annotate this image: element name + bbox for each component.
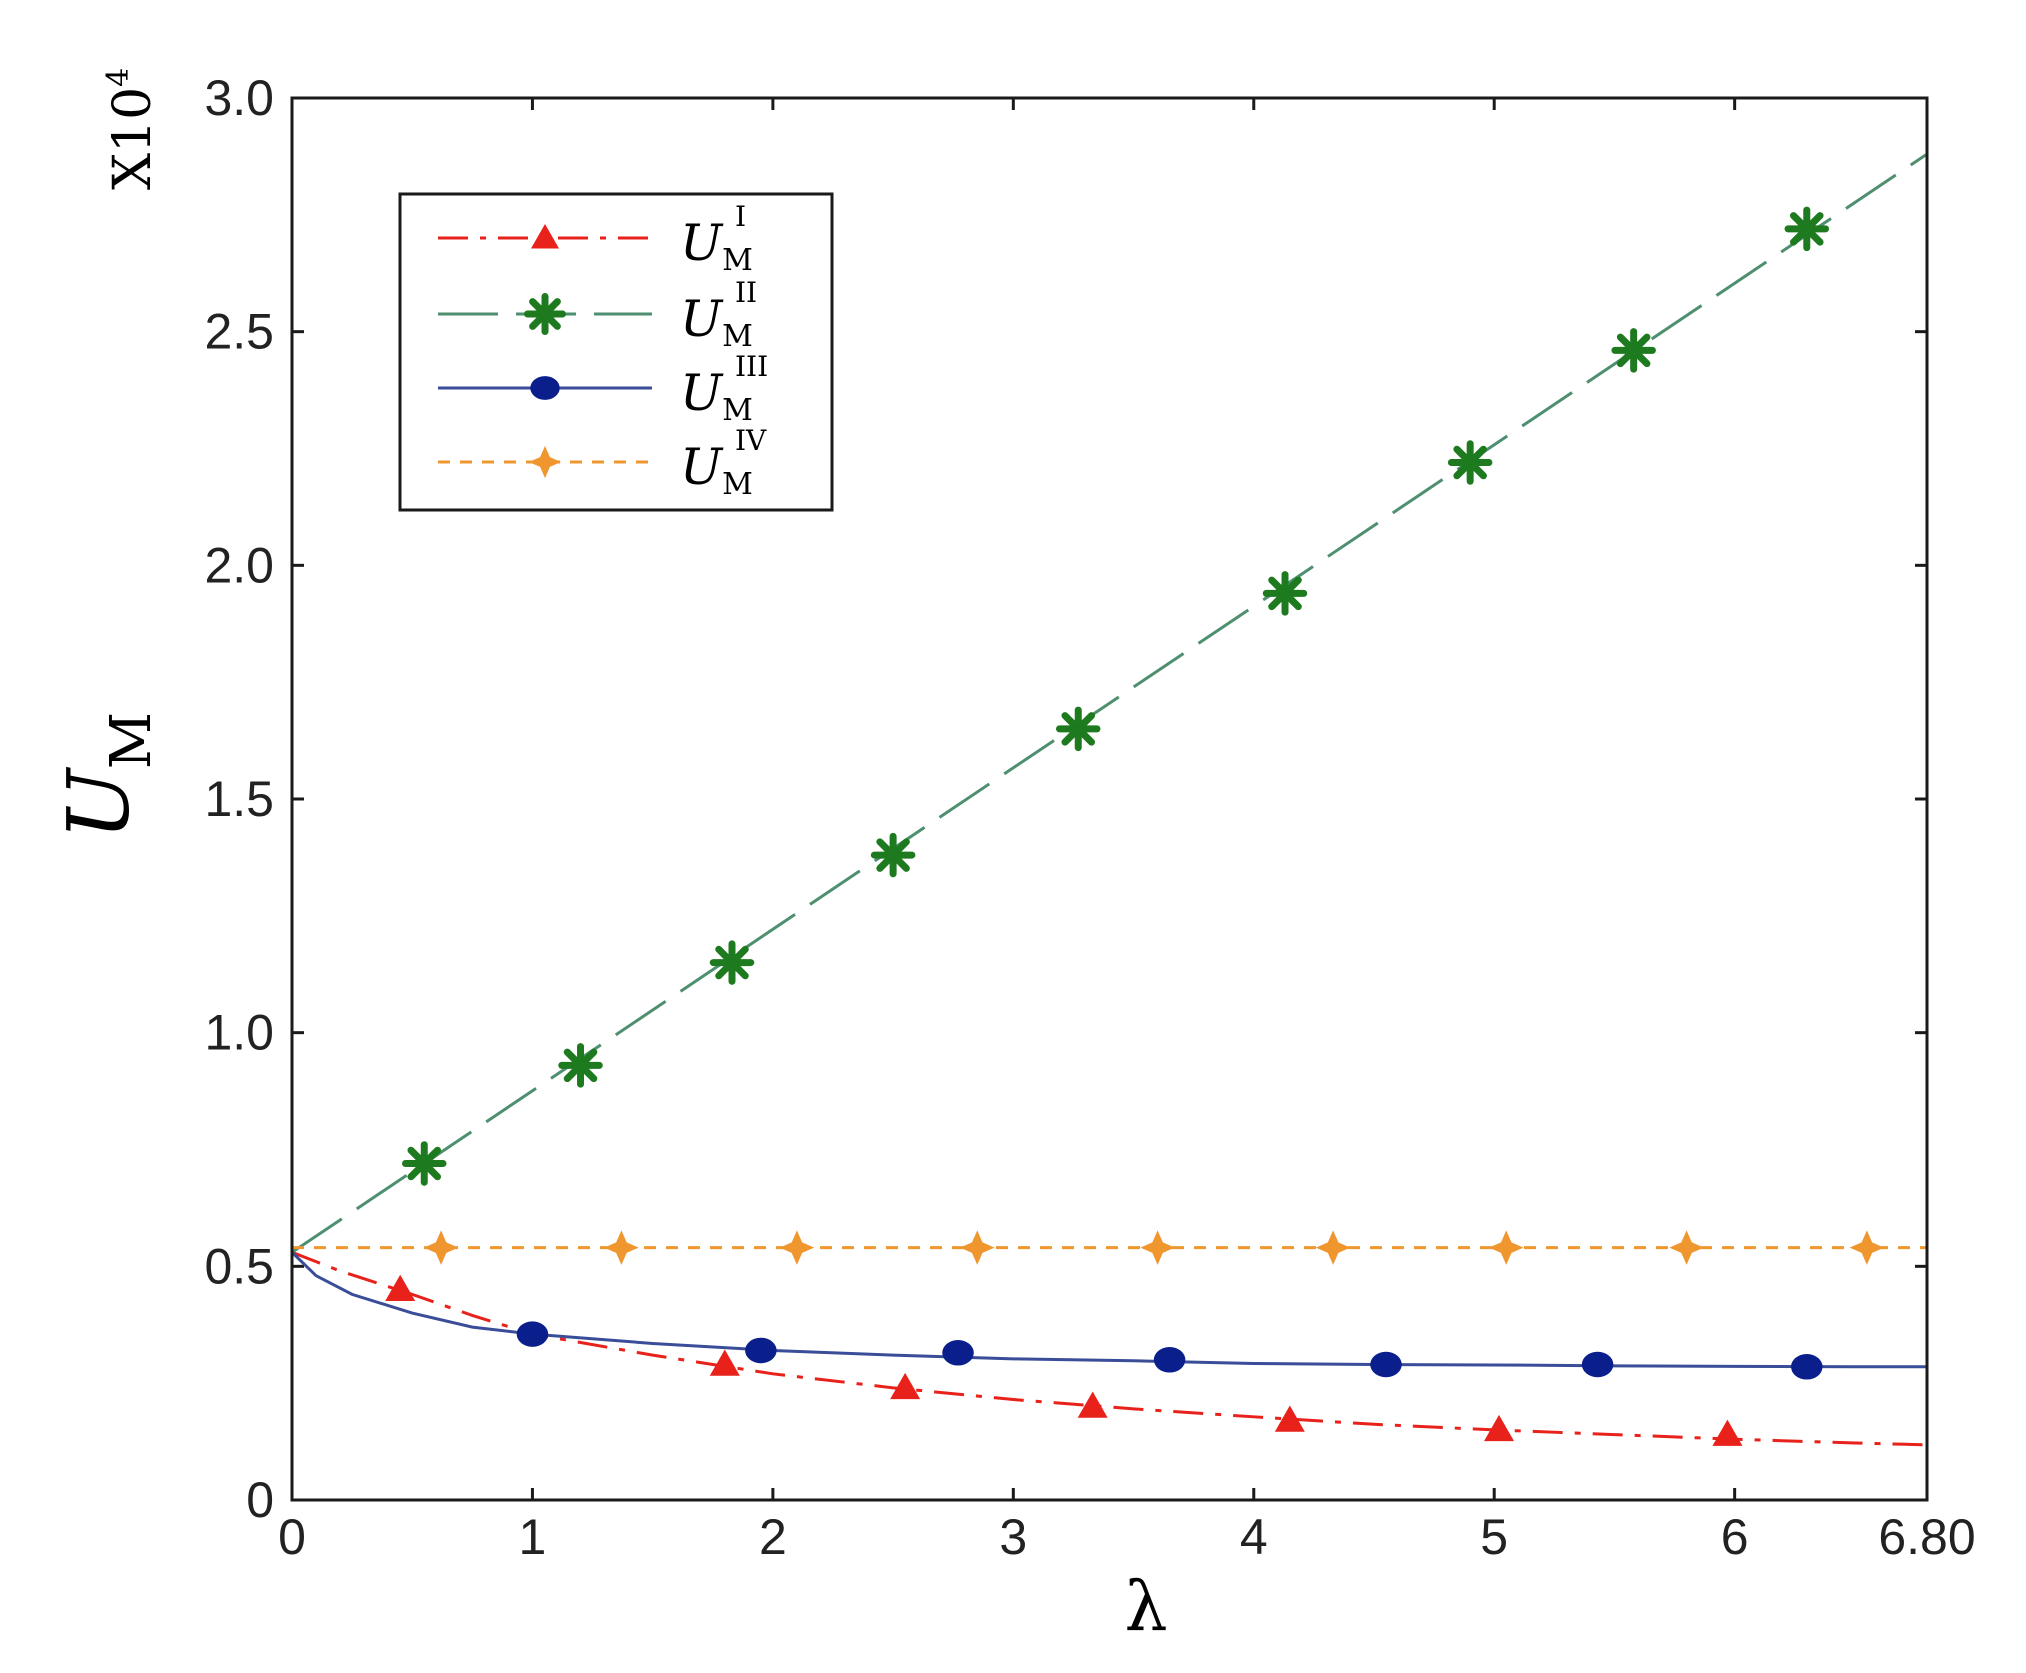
legend-label: UMII	[680, 276, 757, 354]
y-tick-label: 2.5	[204, 304, 274, 360]
y-tick-label: 0	[246, 1472, 274, 1528]
x-tick-label: 4	[1240, 1509, 1268, 1565]
data-point-triangle	[1712, 1419, 1743, 1446]
series-group	[292, 152, 1927, 1447]
legend-entry-1: UMI	[438, 200, 753, 278]
x-tick-label: 0	[278, 1509, 306, 1565]
series-line-1	[292, 1250, 1927, 1447]
data-point-star	[1447, 440, 1493, 485]
data-point-star	[524, 293, 566, 335]
x-axis-title: λ	[1124, 1568, 1167, 1647]
data-point-circle	[1153, 1347, 1186, 1373]
legend-box	[398, 192, 834, 512]
data-point-diamond	[1669, 1230, 1704, 1265]
legend-entry-3: UMIII	[438, 350, 768, 428]
data-point-triangle	[1484, 1414, 1515, 1442]
data-point-star	[1784, 206, 1830, 252]
legend-label: UMIII	[680, 350, 768, 428]
data-point-diamond	[1849, 1230, 1885, 1265]
y-tick-label: 0.5	[204, 1238, 274, 1294]
x-tick-label: 2	[759, 1509, 787, 1565]
y-tick-label: 2.0	[204, 537, 274, 593]
axis-ticks: 0 1 2 3 4 5 6 6.80 0 0.5 1.0 1.5 2.0 2.5 3.0	[204, 70, 1975, 1565]
data-point-star	[558, 1043, 603, 1088]
data-point-circle	[1581, 1351, 1614, 1378]
y-tick-label: 3.0	[204, 70, 274, 126]
marker-group	[385, 206, 1885, 1446]
data-point-star	[1055, 706, 1101, 752]
x-tick-label: 3	[999, 1509, 1027, 1565]
legend-entry-4: UMIV	[438, 424, 767, 502]
data-point-diamond	[1140, 1230, 1175, 1265]
data-point-star	[870, 832, 916, 878]
x-tick-label: 1	[519, 1509, 547, 1565]
data-point-circle	[516, 1321, 549, 1347]
data-point-circle	[1370, 1351, 1402, 1378]
y-tick-label: 1.5	[204, 771, 274, 827]
data-point-diamond	[423, 1230, 459, 1265]
data-point-diamond	[960, 1230, 995, 1265]
data-point-diamond	[604, 1230, 639, 1265]
series-line-2	[292, 152, 1927, 1254]
data-point-triangle	[890, 1372, 921, 1400]
data-point-star	[709, 940, 755, 985]
data-point-circle	[745, 1337, 777, 1364]
data-point-circle	[1791, 1354, 1823, 1380]
y-tick-label: 1.0	[204, 1005, 274, 1061]
plot-frame	[290, 96, 1929, 1502]
data-point-circle	[530, 376, 560, 400]
data-point-star	[1611, 328, 1656, 373]
data-point-star	[401, 1141, 447, 1186]
series-line-3	[292, 1251, 1927, 1369]
data-point-diamond	[1488, 1230, 1524, 1265]
legend-label: UMI	[680, 200, 753, 278]
y-multiplier-label: X104	[101, 68, 163, 190]
data-point-diamond	[528, 445, 562, 479]
data-point-diamond	[779, 1230, 815, 1265]
legend-label: UMIV	[680, 424, 767, 502]
data-point-triangle	[385, 1274, 416, 1301]
x-tick-label: 5	[1480, 1509, 1508, 1565]
data-point-circle	[942, 1340, 974, 1366]
x-tick-label: 6	[1721, 1509, 1749, 1565]
x-tick-label: 6.80	[1878, 1509, 1975, 1565]
data-point-triangle	[709, 1349, 740, 1376]
data-point-triangle	[1077, 1391, 1108, 1418]
legend-entry-2: UMII	[438, 276, 757, 354]
data-point-triangle	[531, 224, 559, 249]
data-point-star	[1262, 571, 1308, 616]
data-point-triangle	[1274, 1405, 1305, 1432]
data-point-diamond	[1315, 1230, 1351, 1265]
y-axis-title: UM	[50, 712, 164, 840]
